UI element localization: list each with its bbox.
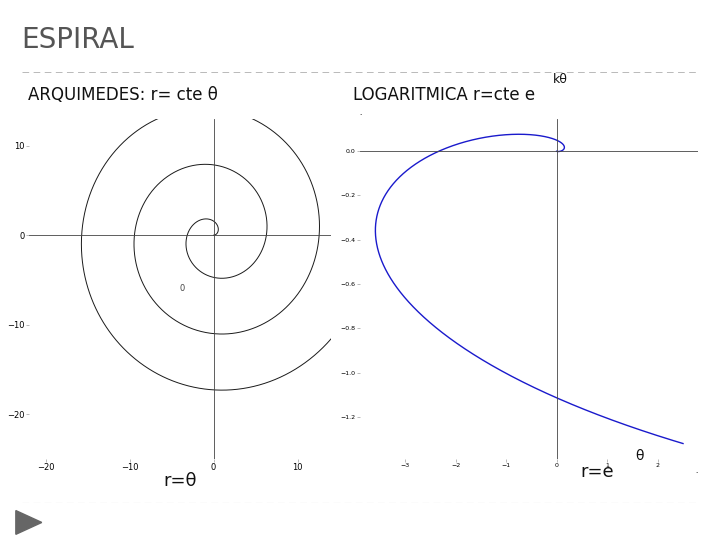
Text: kθ: kθ (553, 73, 567, 86)
Text: ESPIRAL: ESPIRAL (22, 26, 135, 54)
Text: ARQUIMEDES: r= cte θ: ARQUIMEDES: r= cte θ (28, 85, 218, 104)
Text: θ: θ (635, 449, 644, 463)
Text: 0: 0 (180, 285, 185, 293)
Text: r=e: r=e (580, 463, 613, 481)
Text: LOGARITMICA r=cte e: LOGARITMICA r=cte e (353, 85, 535, 104)
Polygon shape (16, 511, 42, 535)
Text: r=θ: r=θ (163, 471, 197, 490)
